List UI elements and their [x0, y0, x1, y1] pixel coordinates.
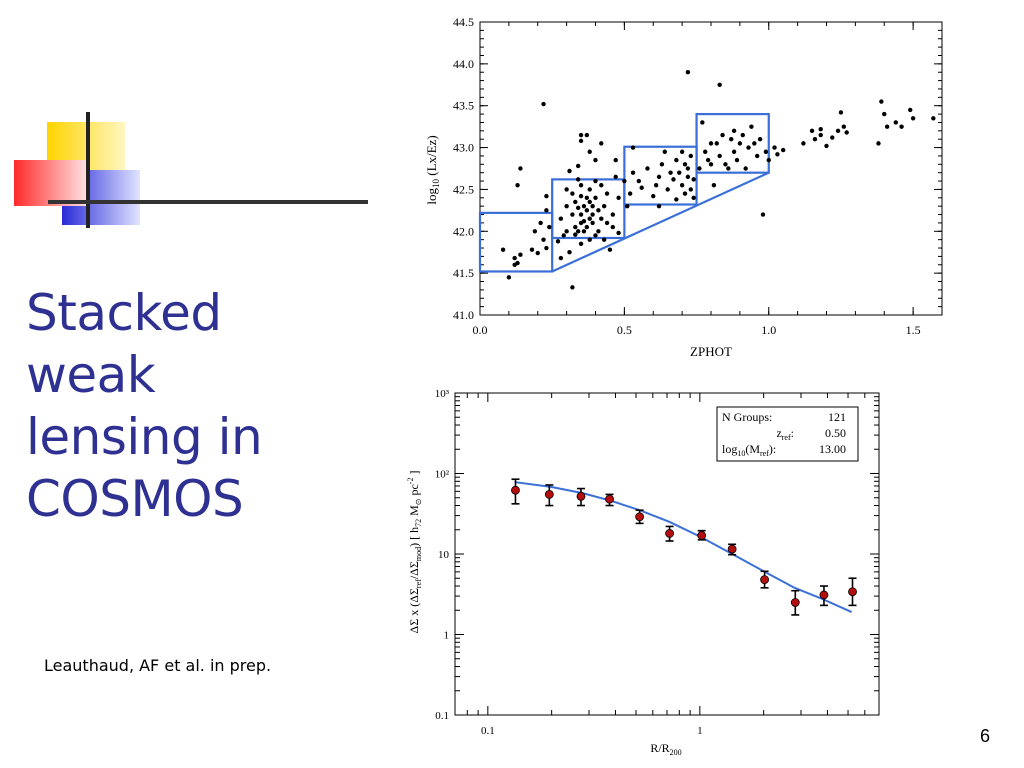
scatter-point [570, 285, 575, 290]
scatter-x-tick-label: 1.0 [761, 323, 776, 337]
scatter-point [518, 252, 523, 257]
lensing-y-tick-label: 10³ [435, 388, 450, 400]
measured-point [665, 529, 674, 538]
scatter-point [529, 247, 535, 252]
title-line-1: Stacked [26, 284, 222, 342]
scatter-x-tick-label: 1.5 [906, 323, 921, 337]
lensing-x-tick-label: 1 [697, 725, 703, 737]
measured-point [790, 598, 800, 607]
measured-point [511, 485, 520, 495]
decorative-logo [14, 112, 368, 228]
scatter-point [512, 262, 517, 267]
lensing-y-tick-label: 1 [444, 630, 450, 642]
scatter-y-tick-label: 41.5 [453, 266, 474, 280]
measured-point [697, 531, 707, 540]
lensing-y-tick-label: 10² [435, 469, 450, 481]
lensing-x-tick-label: 0.1 [481, 725, 495, 737]
lensing-plot-frame [454, 392, 880, 716]
measured-point [605, 494, 614, 504]
model-curve [515, 481, 853, 613]
scatter-x-tick-label: 0.5 [617, 323, 632, 337]
error-bars [511, 478, 857, 616]
slide-title: Stacked weak lensing in COSMOS [26, 282, 306, 530]
measured-point [635, 512, 645, 522]
legend-mref-label: log10(Mref): [722, 442, 776, 458]
lensing-y-axis-label: ΔΣ x (ΔΣref/ΔΣmod) [ h72 M⊙ pc-2 ] [406, 471, 423, 634]
lensing-y-tick-label: 10 [438, 549, 450, 561]
scatter-point [578, 241, 584, 247]
scatter-point [544, 245, 549, 251]
legend-zref-value: 0.50 [825, 426, 846, 440]
legend-ngroups-value: 121 [828, 410, 846, 424]
scatter-y-tick-label: 41.0 [453, 308, 474, 322]
measured-point [848, 587, 857, 597]
title-line-3: lensing in [26, 408, 263, 466]
measured-point [819, 590, 829, 600]
scatter-point [607, 247, 613, 252]
scatter-point [535, 250, 540, 256]
scatter-point [500, 247, 506, 252]
lensing-y-tick-label: 0.1 [435, 710, 449, 722]
scatter-point [512, 255, 517, 261]
lensing-legend-box: N Groups: 121 zref: 0.50 log10(Mref): 13… [716, 406, 859, 462]
scatter-point [506, 275, 512, 280]
citation-text: Leauthaud, AF et al. in prep. [44, 656, 272, 675]
lensing-axis-ticks: 0.1 1 0.1 1 10 10² 10³ [435, 388, 879, 737]
lensing-x-axis-label: R/R200 [650, 741, 681, 757]
scatter-x-axis-label: ZPHOT [690, 344, 732, 359]
legend-zref-label: zref: [776, 426, 794, 442]
title-line-4: COSMOS [26, 470, 244, 528]
measured-point [727, 544, 737, 554]
measured-points [511, 485, 857, 607]
logo-red-square [14, 160, 86, 206]
scatter-point [558, 255, 564, 261]
page-number: 6 [980, 726, 991, 746]
legend-mref-value: 13.00 [819, 442, 846, 456]
scatter-point [515, 260, 520, 266]
title-line-2: weak [26, 346, 156, 404]
scatter-x-tick-label: 0.0 [473, 323, 488, 337]
scatter-point [567, 250, 572, 255]
measured-point [760, 575, 769, 585]
legend-ngroups-label: N Groups: [722, 410, 772, 424]
measured-point [576, 491, 586, 501]
measured-point [544, 490, 554, 499]
